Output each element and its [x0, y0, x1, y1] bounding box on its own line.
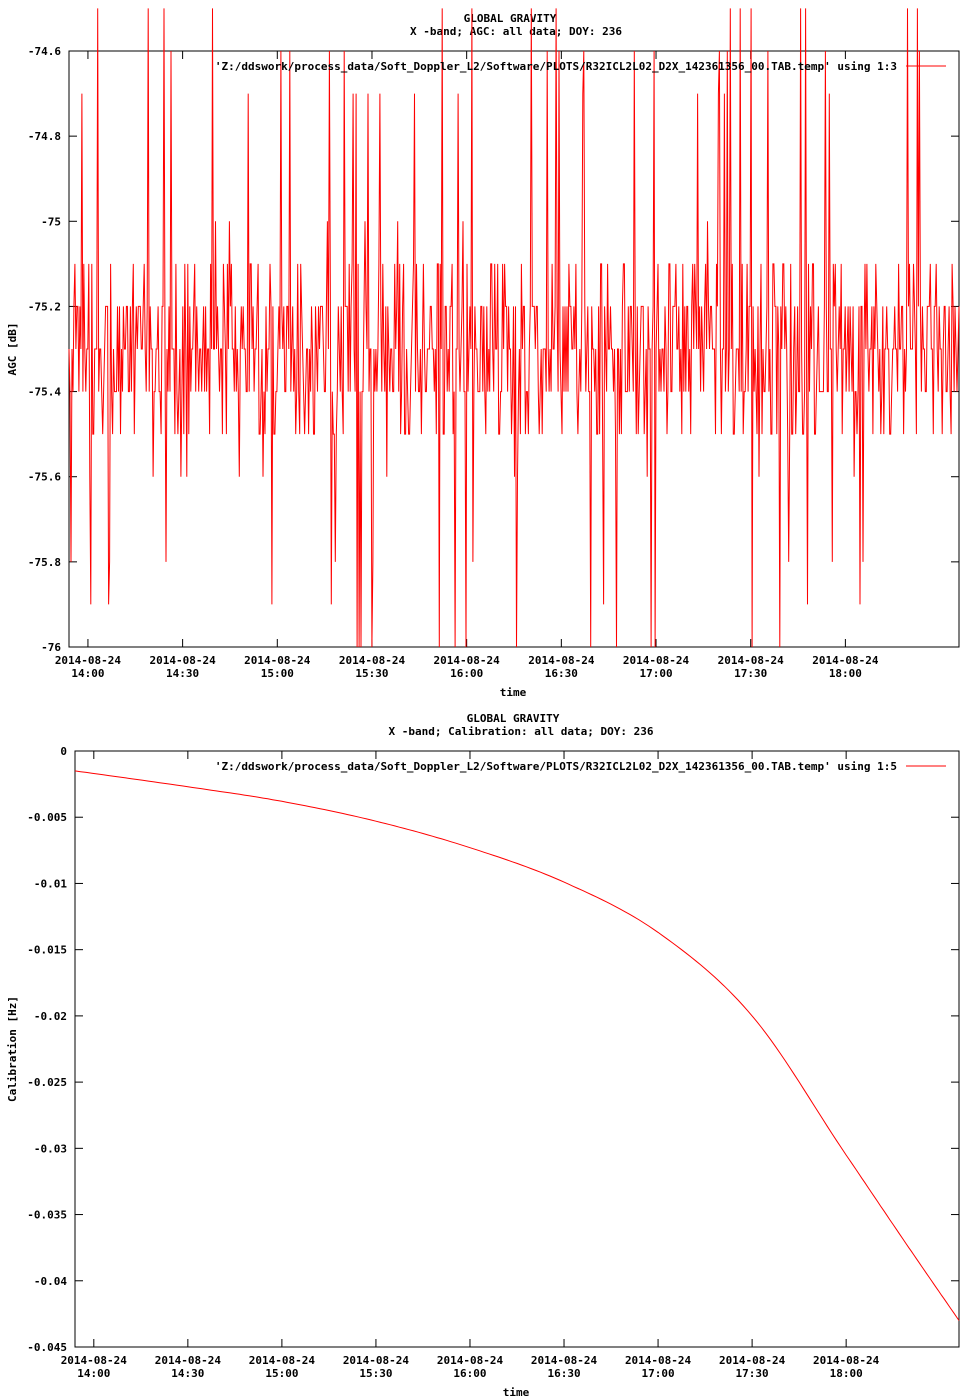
- y-tick-label: -75.8: [28, 556, 61, 569]
- x-tick-label-date: 2014-08-24: [718, 654, 785, 667]
- chart-subtitle: X -band; Calibration: all data; DOY: 236: [389, 725, 654, 738]
- y-tick-label: -0.02: [34, 1010, 67, 1023]
- y-axis-label: Calibration [Hz]: [6, 996, 19, 1102]
- x-tick-label-time: 15:30: [355, 667, 388, 680]
- x-tick-label-date: 2014-08-24: [719, 1354, 786, 1367]
- x-tick-label-date: 2014-08-24: [339, 654, 406, 667]
- plot-frame: [74, 750, 960, 1348]
- x-tick-label-date: 2014-08-24: [625, 1354, 692, 1367]
- x-tick-label-time: 14:30: [171, 1367, 204, 1380]
- calibration-chart: GLOBAL GRAVITY X -band; Calibration: all…: [6, 712, 960, 1399]
- legend-label: 'Z:/ddswork/process_data/Soft_Doppler_L2…: [215, 60, 897, 73]
- agc-chart: GLOBAL GRAVITY X -band; AGC: all data; D…: [6, 8, 960, 699]
- series-line: [74, 770, 960, 1321]
- x-tick-label-date: 2014-08-24: [623, 654, 690, 667]
- legend: 'Z:/ddswork/process_data/Soft_Doppler_L2…: [215, 760, 946, 773]
- y-tick-label: -74.8: [28, 130, 61, 143]
- x-tick-label-time: 17:00: [639, 667, 672, 680]
- y-tick-label: -0.015: [27, 944, 67, 957]
- y-tick-label: -75.4: [28, 386, 61, 399]
- x-tick-label-time: 17:30: [734, 667, 767, 680]
- x-axis-ticks: 2014-08-2414:002014-08-2414:302014-08-24…: [61, 751, 880, 1380]
- y-tick-label: -76: [41, 641, 61, 654]
- x-tick-label-date: 2014-08-24: [437, 1354, 504, 1367]
- x-tick-label-date: 2014-08-24: [149, 654, 216, 667]
- plot-area: [68, 8, 960, 648]
- x-tick-label-time: 15:00: [261, 667, 294, 680]
- y-tick-label: -0.01: [34, 877, 67, 890]
- x-tick-label-date: 2014-08-24: [531, 1354, 598, 1367]
- y-tick-label: -75: [41, 215, 61, 228]
- x-tick-label-time: 16:30: [545, 667, 578, 680]
- x-tick-label-date: 2014-08-24: [528, 654, 595, 667]
- x-tick-label-time: 14:30: [166, 667, 199, 680]
- x-tick-label-date: 2014-08-24: [61, 1354, 128, 1367]
- x-tick-label-date: 2014-08-24: [343, 1354, 410, 1367]
- chart-title: GLOBAL GRAVITY: [467, 712, 560, 725]
- x-tick-label-date: 2014-08-24: [155, 1354, 222, 1367]
- x-tick-label-time: 18:00: [830, 1367, 863, 1380]
- x-tick-label-date: 2014-08-24: [249, 1354, 316, 1367]
- y-tick-label: -0.045: [27, 1341, 67, 1354]
- plot-area: [74, 770, 960, 1321]
- y-tick-label: -0.035: [27, 1209, 67, 1222]
- x-tick-label-date: 2014-08-24: [812, 654, 879, 667]
- x-tick-label-date: 2014-08-24: [434, 654, 501, 667]
- y-axis-ticks: 0 -0.005 -0.01 -0.015 -0.02 -0.025 -0.03 -0.035…: [27, 745, 959, 1354]
- y-tick-label: -0.03: [34, 1142, 67, 1155]
- x-tick-label-time: 15:30: [359, 1367, 392, 1380]
- series-line: [68, 8, 960, 648]
- y-tick-label: -75.2: [28, 300, 61, 313]
- x-tick-label-time: 14:00: [77, 1367, 110, 1380]
- x-tick-label-time: 14:00: [71, 667, 104, 680]
- y-tick-label: 0: [60, 745, 67, 758]
- x-tick-label-date: 2014-08-24: [55, 654, 122, 667]
- x-tick-label-date: 2014-08-24: [244, 654, 311, 667]
- y-axis-ticks: -74.6 -74.8 -75 -75.2 -75.4 -75.6 -75.8 -76: [28, 45, 959, 654]
- x-tick-label-time: 17:30: [736, 1367, 769, 1380]
- x-tick-label-time: 15:00: [265, 1367, 298, 1380]
- y-tick-label: -0.005: [27, 811, 67, 824]
- y-axis-label: AGC [dB]: [6, 323, 19, 376]
- x-tick-label-time: 16:00: [450, 667, 483, 680]
- x-tick-label-time: 18:00: [829, 667, 862, 680]
- y-tick-label: -0.025: [27, 1076, 67, 1089]
- x-axis-ticks: 2014-08-2414:002014-08-2414:302014-08-24…: [55, 51, 879, 680]
- chart-title: GLOBAL GRAVITY: [464, 12, 557, 25]
- legend: 'Z:/ddswork/process_data/Soft_Doppler_L2…: [215, 60, 946, 73]
- x-tick-label-date: 2014-08-24: [813, 1354, 880, 1367]
- x-axis-label: time: [500, 686, 527, 699]
- x-tick-label-time: 16:30: [547, 1367, 580, 1380]
- y-tick-label: -75.6: [28, 471, 61, 484]
- y-tick-label: -0.04: [34, 1275, 67, 1288]
- x-tick-label-time: 17:00: [642, 1367, 675, 1380]
- x-axis-label: time: [503, 1386, 530, 1399]
- chart-subtitle: X -band; AGC: all data; DOY: 236: [410, 25, 622, 38]
- legend-label: 'Z:/ddswork/process_data/Soft_Doppler_L2…: [215, 760, 897, 773]
- y-tick-label: -74.6: [28, 45, 61, 58]
- x-tick-label-time: 16:00: [453, 1367, 486, 1380]
